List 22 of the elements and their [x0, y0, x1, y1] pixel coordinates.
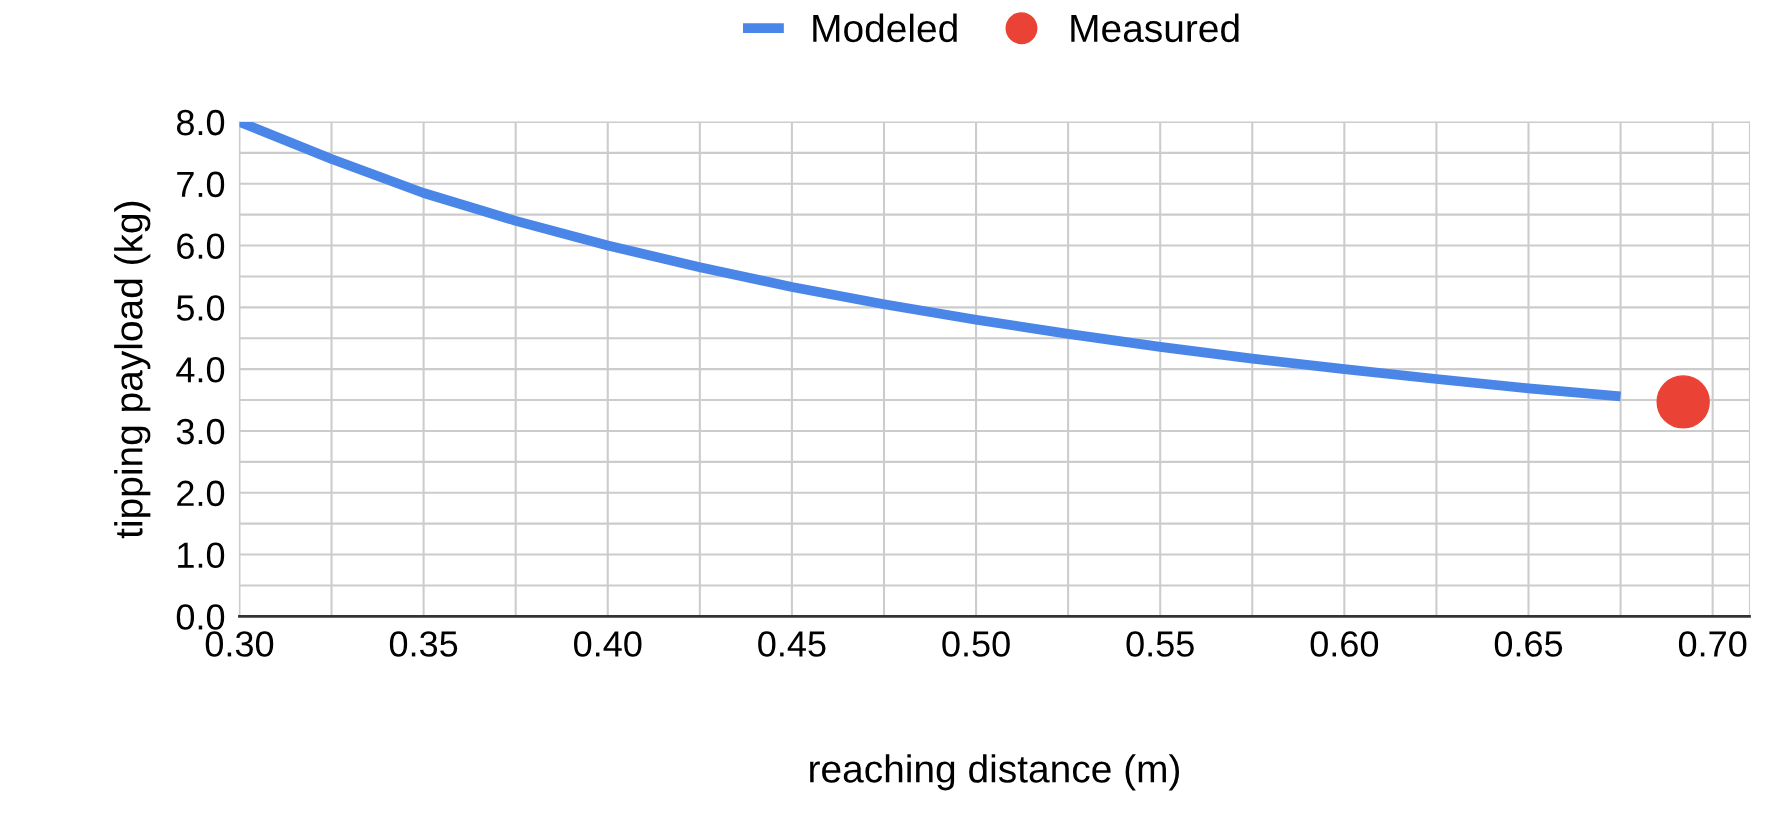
y-tick-label: 6.0: [177, 233, 225, 259]
x-tick-label: 0.45: [758, 631, 826, 657]
legend-label: Measured: [1071, 13, 1239, 43]
y-tick-label: 1.0: [178, 542, 225, 568]
y-tick-label: 7.0: [177, 171, 225, 198]
y-tick-label: 5.0: [176, 295, 225, 321]
x-tick-label: 0.40: [574, 631, 642, 657]
x-tick-label: 0.30: [205, 631, 274, 657]
x-tick-label: 0.65: [1494, 631, 1563, 657]
y-tick-label: 8.0: [176, 109, 225, 136]
x-tick-label: 0.50: [942, 631, 1010, 657]
x-tick-label: 0.70: [1678, 631, 1747, 657]
y-tick-label: 2.0: [177, 480, 225, 507]
x-tick-label: 0.55: [1126, 631, 1194, 657]
y-tick-label: 0.0: [176, 604, 225, 630]
legend-label: Modeled: [813, 13, 957, 43]
x-tick-label: 0.60: [1310, 631, 1379, 657]
y-tick-label: 3.0: [176, 418, 225, 445]
y-axis-title: tipping payload (kg): [114, 201, 151, 539]
y-tick-label: 4.0: [176, 357, 225, 383]
x-tick-label: 0.35: [389, 631, 458, 657]
x-axis-title: reaching distance (m): [810, 754, 1180, 791]
